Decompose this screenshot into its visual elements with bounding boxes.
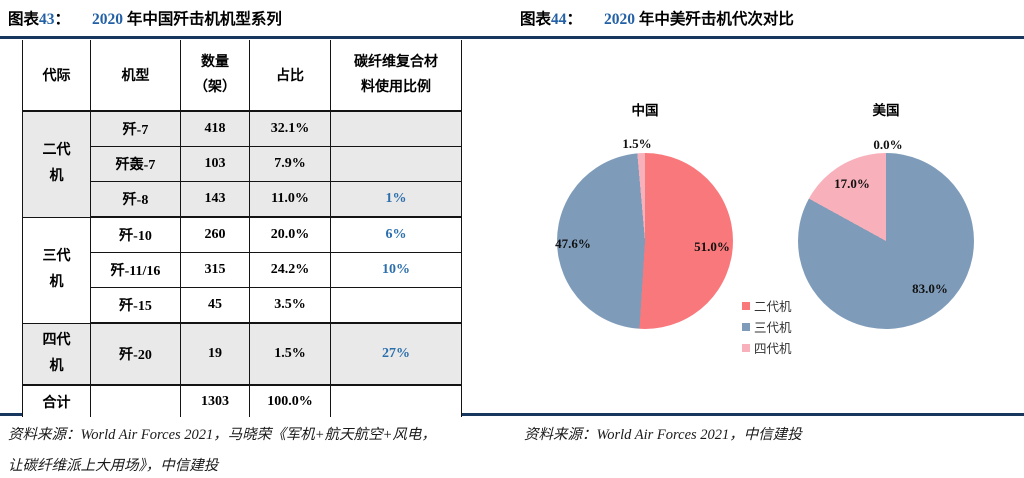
model-cell: 歼-11/16: [90, 252, 181, 288]
share-cell: 24.2%: [249, 252, 331, 288]
total-share-cell: 100.0%: [249, 384, 331, 417]
carbon-cell: 6%: [330, 216, 462, 253]
carbon-cell: 10%: [330, 252, 462, 288]
figure43-number: 43: [39, 11, 55, 28]
header-generation: 代际: [22, 40, 91, 112]
table-row: 歼-15 45 3.5%: [23, 287, 462, 324]
quantity-cell: 260: [180, 216, 250, 253]
share-cell: 11.0%: [249, 181, 331, 218]
us-pie-title: 美国: [872, 103, 900, 118]
figure43-title: 图表43： 2020 年中国歼击机机型系列: [8, 7, 282, 29]
us-gen2-label: 0.0%: [873, 137, 903, 152]
quantity-cell: 45: [180, 287, 250, 324]
model-cell: 歼-20: [90, 322, 181, 386]
carbon-cell: [330, 146, 462, 182]
table-row: 歼-8 143 11.0% 1%: [23, 181, 462, 218]
model-cell: 歼-8: [90, 181, 181, 218]
quantity-cell: 19: [180, 322, 250, 386]
table-row: 四代机 歼-20 19 1.5% 27%: [22, 322, 462, 386]
quantity-cell: 143: [180, 181, 250, 218]
total-carbon-cell: [330, 384, 462, 417]
left-source-line2: 让碳纤维派上大用场》，中信建投: [8, 458, 219, 474]
us-pie-chart: [798, 153, 974, 329]
quantity-cell: 103: [180, 146, 250, 182]
share-cell: 20.0%: [249, 216, 331, 253]
left-source-line1: 资料来源：World Air Forces 2021，马晓荣《军机+航天航空+风…: [8, 427, 436, 443]
carbon-cell: 27%: [330, 322, 462, 386]
china-pie-chart: [557, 153, 733, 329]
share-cell: 7.9%: [249, 146, 331, 182]
legend-label-gen2: 二代机: [754, 300, 792, 314]
china-pie-title: 中国: [631, 103, 659, 118]
carbon-cell: 1%: [330, 181, 462, 218]
fighter-models-table: 代际 机型 数量 （架） 占比 碳纤维复合材料使用比例 二代机 歼-7 418 …: [22, 40, 462, 417]
share-cell: 3.5%: [249, 287, 331, 324]
header-carbon-ratio: 碳纤维复合材料使用比例: [330, 40, 462, 112]
share-cell: 32.1%: [249, 110, 331, 147]
figure44-year: 2020: [604, 11, 636, 28]
figure43-colon: ：: [54, 11, 71, 28]
legend-item-gen4: 四代机: [742, 337, 792, 358]
figure43-year: 2020: [92, 11, 124, 28]
legend-swatch-gen3: [742, 322, 750, 331]
model-cell: 歼-7: [90, 110, 181, 147]
generation-cell-gen2: 二代机: [22, 110, 91, 218]
generation-cell-gen4: 四代机: [22, 322, 91, 386]
legend-label-gen3: 三代机: [754, 321, 792, 335]
china-gen4-label: 1.5%: [622, 136, 652, 151]
header-carbon-ratio-text: 碳纤维复合材料使用比例: [354, 54, 438, 95]
quantity-cell: 315: [180, 252, 250, 288]
figure44-title: 图表44： 2020 年中美歼击机代次对比: [520, 7, 794, 29]
figure44-title-text: 年中美歼击机代次对比: [635, 11, 794, 28]
figure44-number: 44: [551, 11, 567, 28]
model-cell: 歼轰-7: [90, 146, 181, 182]
legend-swatch-gen2: [742, 301, 750, 310]
pie-legend: 二代机 三代机 四代机: [742, 295, 792, 358]
generation-cell-gen3: 三代机: [22, 216, 91, 324]
model-cell: 歼-10: [90, 216, 181, 253]
total-label-cell: 合计: [22, 384, 91, 417]
figure44-label: 图表: [520, 11, 552, 28]
table-row: 二代机 歼-7 418 32.1%: [22, 110, 462, 218]
header-quantity: 数量 （架）: [180, 40, 250, 112]
table-row: 歼-11/16 315 24.2% 10%: [23, 252, 462, 288]
us-gen3-label: 83.0%: [912, 281, 948, 296]
right-source-line1: 资料来源：World Air Forces 2021，中信建投: [524, 427, 802, 443]
legend-swatch-gen4: [742, 343, 750, 352]
legend-item-gen2: 二代机: [742, 295, 792, 316]
share-cell: 1.5%: [249, 322, 331, 386]
header-model: 机型: [90, 40, 181, 112]
us-gen4-label: 17.0%: [834, 176, 870, 191]
footer-divider-rule: [0, 413, 1024, 416]
quantity-cell: 418: [180, 110, 250, 147]
table-header-row: 代际 机型 数量 （架） 占比 碳纤维复合材料使用比例: [22, 40, 462, 112]
table-row: 三代机 歼-10 260 20.0% 6%: [22, 216, 462, 324]
carbon-cell: [330, 110, 462, 147]
header-share: 占比: [249, 40, 331, 112]
model-cell: 歼-15: [90, 287, 181, 324]
china-gen3-label: 47.6%: [555, 236, 591, 251]
table-row: 歼轰-7 103 7.9%: [23, 146, 462, 182]
figure44-colon: ：: [566, 11, 583, 28]
total-quantity-cell: 1303: [180, 384, 250, 417]
legend-label-gen4: 四代机: [754, 342, 792, 356]
legend-item-gen3: 三代机: [742, 316, 792, 337]
china-gen2-label: 51.0%: [694, 239, 730, 254]
total-model-cell: [90, 384, 181, 417]
title-divider-rule: [0, 36, 1024, 39]
figure43-title-text: 年中国歼击机机型系列: [123, 11, 282, 28]
carbon-cell: [330, 287, 462, 324]
figure43-label: 图表: [8, 11, 40, 28]
table-total-row: 合计 1303 100.0%: [22, 384, 462, 417]
